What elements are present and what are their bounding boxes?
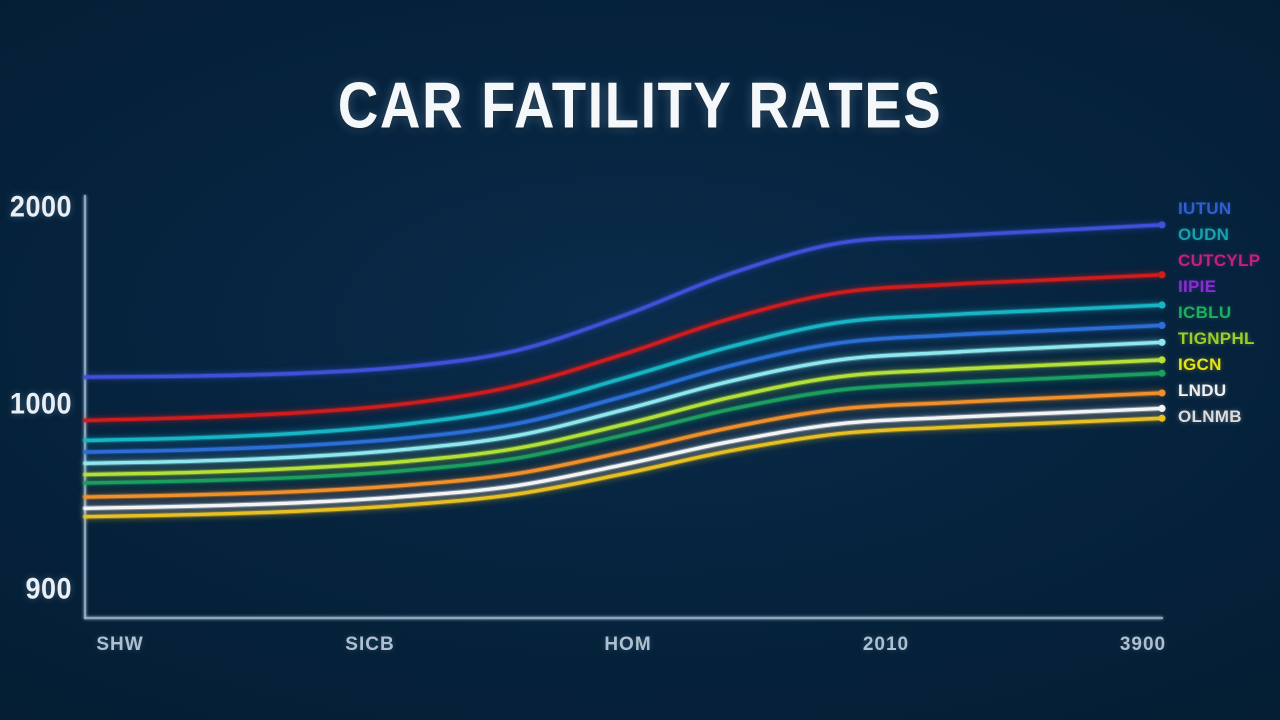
x-axis-tick-label: 2010 (862, 634, 910, 655)
legend-item[interactable]: LNDU (1178, 378, 1278, 404)
series-endpoint-marker (1158, 356, 1166, 364)
legend-item-label: TIGNPHL (1178, 329, 1255, 348)
legend-item-label: IGCN (1178, 355, 1222, 374)
series-endpoint-marker (1158, 389, 1166, 397)
legend-item[interactable]: IGCN (1178, 352, 1278, 378)
x-axis-tick-label: SICB (345, 634, 395, 655)
y-axis-tick-label: 1000 (9, 387, 72, 421)
y-axis-tick-label: 2000 (9, 190, 72, 224)
x-axis-tick-label: 3900 (1119, 634, 1167, 655)
series-endpoint-marker (1158, 271, 1166, 279)
series-endpoint-markers (1158, 221, 1166, 422)
legend-item-label: IUTUN (1178, 199, 1232, 218)
series-layer (83, 223, 1164, 519)
series-endpoint-marker (1158, 321, 1166, 330)
series-endpoint-marker (1158, 404, 1166, 413)
series-endpoint-marker (1158, 414, 1166, 422)
series-line (83, 323, 1164, 454)
series-endpoint-marker (1158, 369, 1166, 377)
legend-item[interactable]: TIGNPHL (1178, 326, 1278, 352)
x-axis-tick-label: HOM (604, 634, 652, 655)
series-line (83, 358, 1164, 477)
axis-lines (83, 194, 1164, 620)
legend-item-label: IIPIE (1178, 277, 1217, 296)
series-line (83, 406, 1164, 510)
series-line (83, 340, 1164, 465)
legend-item-label: ICBLU (1178, 303, 1232, 322)
series-line (83, 391, 1164, 499)
x-axis-tick-label: SHW (96, 634, 144, 655)
y-axis-tick-label: 900 (25, 572, 72, 606)
legend-item-label: LNDU (1178, 381, 1227, 400)
legend-item[interactable]: OLNMB (1178, 404, 1278, 430)
series-line (83, 371, 1164, 485)
legend-item-label: OUDN (1178, 225, 1230, 244)
legend-item[interactable]: ICBLU (1178, 300, 1278, 326)
chart-legend: IUTUN OUDN CUTCYLP IIPIE ICBLU TIGNPHL IGCN LND… (1178, 196, 1278, 430)
legend-item[interactable]: CUTCYLP (1178, 248, 1278, 274)
legend-item-label: OLNMB (1178, 407, 1242, 426)
series-endpoint-marker (1158, 221, 1166, 229)
series-line (83, 416, 1164, 519)
series-line (83, 273, 1164, 423)
legend-item[interactable]: IIPIE (1178, 274, 1278, 300)
legend-item-label: CUTCYLP (1178, 251, 1261, 270)
legend-item[interactable]: OUDN (1178, 222, 1278, 248)
series-endpoint-marker (1158, 338, 1166, 346)
series-line (83, 223, 1164, 379)
legend-item[interactable]: IUTUN (1178, 196, 1278, 222)
page-title: CAR FATILITY RATES (337, 69, 943, 142)
series-line (83, 303, 1164, 443)
series-endpoint-marker (1158, 301, 1166, 309)
